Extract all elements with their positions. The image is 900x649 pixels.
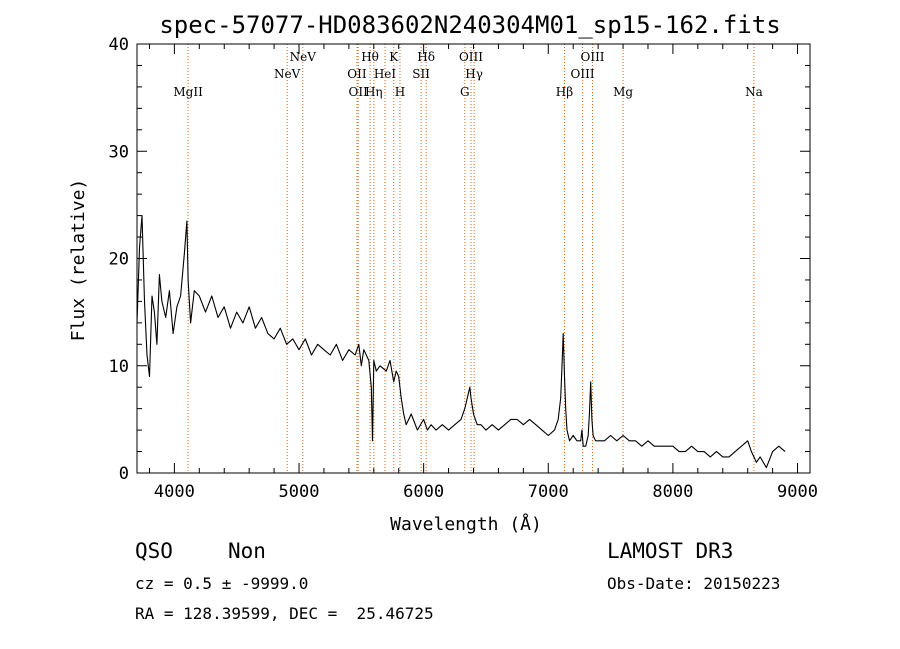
y-tick-label: 10 [109, 357, 129, 377]
emission-line-label: Hθ [361, 50, 379, 64]
x-tick-label: 6000 [403, 482, 444, 502]
y-tick-label: 0 [119, 464, 129, 484]
redshift-text: cz = 0.5 ± -9999.0 [135, 574, 308, 593]
ticks: 4000 5000 6000 7000 8000 9000 0 10 20 30 40 [109, 35, 818, 502]
emission-line-label: HeI [374, 67, 397, 81]
object-class: QSO [135, 539, 173, 563]
x-tick-label: 8000 [652, 482, 693, 502]
emission-line-label: SII [412, 67, 430, 81]
emission-line-label: MgII [173, 85, 203, 99]
x-tick-label: 4000 [154, 482, 195, 502]
y-tick-label: 20 [109, 250, 129, 270]
survey-label: LAMOST DR3 [607, 539, 733, 563]
coordinates-text: RA = 128.39599, DEC = 25.46725 [135, 604, 434, 623]
emission-line-label: Hδ [417, 50, 435, 64]
emission-line-markers [187, 44, 755, 473]
emission-line-label: OII [347, 67, 367, 81]
x-tick-label: 7000 [528, 482, 569, 502]
plot-frame [136, 43, 811, 474]
emission-line-label: OIII [580, 50, 604, 64]
emission-line-label: Na [745, 85, 763, 99]
emission-line-label: Hγ [465, 67, 483, 81]
emission-line-label: G [460, 85, 470, 99]
spectrum-series [136, 215, 786, 469]
emission-line-label: OII [349, 85, 369, 99]
emission-line-labels: MgII NeV NeV OII OII Hθ Hη HeI K H SII Hδ G OIII Hγ Hβ O… [173, 50, 762, 99]
obs-date-text: Obs-Date: 20150223 [607, 574, 780, 593]
y-tick-label: 30 [109, 142, 129, 162]
emission-line-label: OIII [459, 50, 483, 64]
x-axis-label: Wavelength (Å) [390, 513, 542, 535]
chart-title: spec-57077-HD083602N240304M01_sp15-162.f… [159, 11, 780, 39]
x-tick-label: 9000 [777, 482, 818, 502]
emission-line-label: Hη [365, 85, 383, 99]
spectrum-line [136, 215, 786, 469]
emission-line-label: Mg [613, 85, 633, 99]
object-subclass: Non [228, 539, 266, 563]
emission-line-label: NeV [290, 50, 317, 64]
y-axis-label: Flux (relative) [68, 179, 89, 342]
y-tick-label: 40 [109, 35, 129, 55]
emission-line-label: Hβ [556, 85, 573, 99]
emission-line-label: H [395, 85, 405, 99]
emission-line-label: K [389, 50, 399, 64]
emission-line-label: NeV [274, 67, 301, 81]
x-tick-label: 5000 [279, 482, 320, 502]
emission-line-label: OIII [571, 67, 595, 81]
axes [136, 43, 811, 474]
